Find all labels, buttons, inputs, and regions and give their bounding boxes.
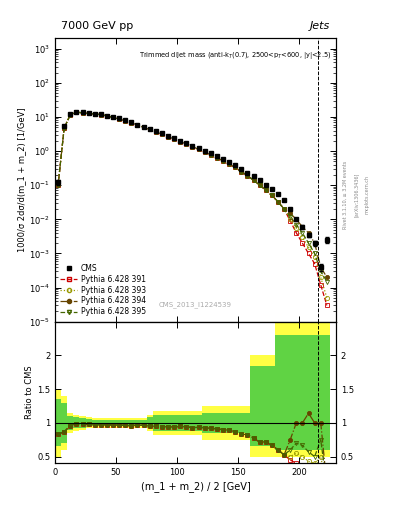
Text: mcplots.cern.ch: mcplots.cern.ch — [365, 175, 370, 214]
Text: 7000 GeV pp: 7000 GeV pp — [61, 22, 133, 31]
Text: Trimmed dijet mass (anti-k$_T$(0.7), 2500<p$_T$<600, |y|<2.5): Trimmed dijet mass (anti-k$_T$(0.7), 250… — [140, 50, 332, 61]
Y-axis label: Ratio to CMS: Ratio to CMS — [25, 366, 34, 419]
Y-axis label: 1000/σ 2dσ/d(m_1 + m_2) [1/GeV]: 1000/σ 2dσ/d(m_1 + m_2) [1/GeV] — [17, 108, 26, 252]
Text: CMS_2013_I1224539: CMS_2013_I1224539 — [159, 301, 232, 308]
Legend: CMS, Pythia 6.428 391, Pythia 6.428 393, Pythia 6.428 394, Pythia 6.428 395: CMS, Pythia 6.428 391, Pythia 6.428 393,… — [59, 262, 148, 318]
X-axis label: (m_1 + m_2) / 2 [GeV]: (m_1 + m_2) / 2 [GeV] — [141, 481, 250, 493]
Text: [arXiv:1306.3436]: [arXiv:1306.3436] — [354, 173, 359, 217]
Text: Rivet 3.1.10, ≥ 3.2M events: Rivet 3.1.10, ≥ 3.2M events — [343, 160, 348, 229]
Text: Jets: Jets — [310, 22, 331, 31]
